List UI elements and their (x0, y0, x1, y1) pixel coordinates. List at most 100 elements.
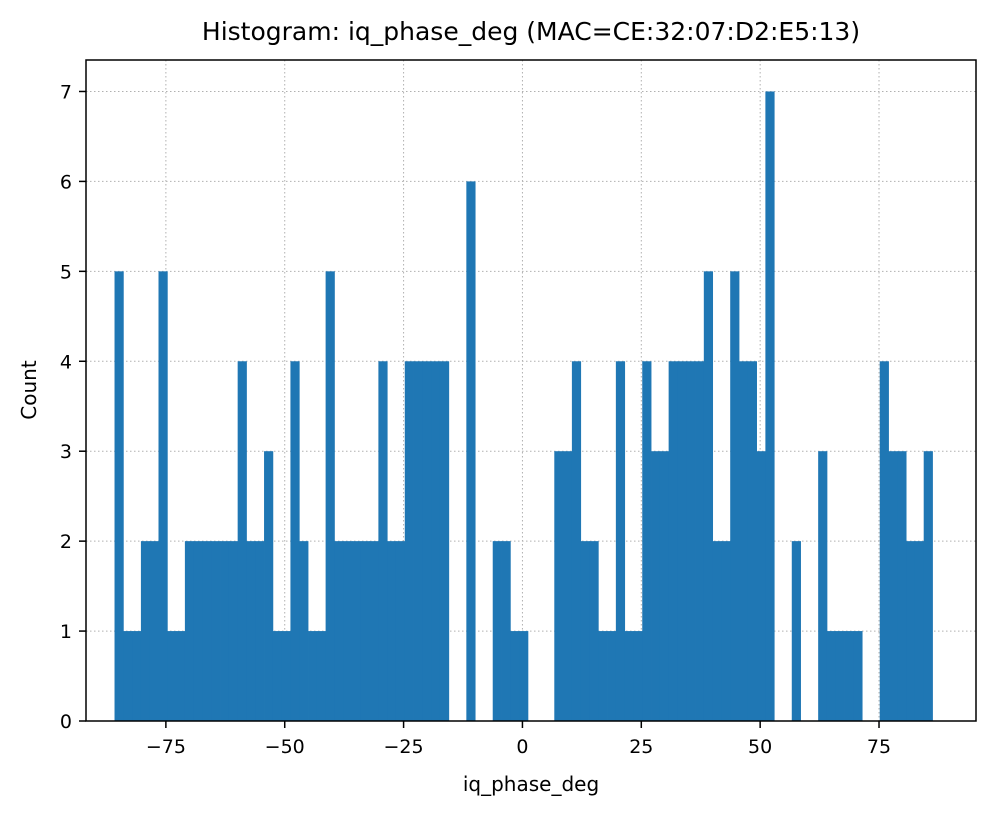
histogram-bar (642, 361, 652, 721)
histogram-bar (228, 541, 239, 721)
chart-title: Histogram: iq_phase_deg (MAC=CE:32:07:D2… (202, 17, 860, 46)
histogram-bar (580, 541, 590, 721)
histogram-bar (765, 91, 775, 721)
histogram-bar (422, 361, 432, 721)
y-tick-label: 0 (60, 711, 72, 733)
histogram-bars (114, 91, 933, 722)
y-tick-label: 7 (60, 81, 72, 103)
histogram-bar (193, 541, 203, 721)
histogram-bar (211, 541, 221, 721)
y-tick-label: 2 (60, 531, 72, 553)
histogram-bar (132, 631, 142, 721)
histogram-bar (378, 361, 388, 721)
histogram-bar (721, 541, 731, 721)
histogram-bar (272, 631, 283, 721)
histogram-bar (677, 361, 687, 721)
histogram-bar (492, 541, 502, 721)
histogram-bar (431, 361, 441, 721)
histogram-bar (624, 631, 634, 721)
histogram-bar (299, 541, 309, 721)
histogram-bar (712, 541, 722, 721)
histogram-bar (184, 541, 195, 721)
plot-frame (85, 59, 977, 722)
histogram-bar (343, 541, 353, 721)
histogram-bar (756, 451, 766, 721)
histogram-bar (571, 361, 582, 721)
x-tick-label: 75 (867, 736, 891, 758)
histogram-bar (220, 541, 230, 721)
histogram-bar (695, 361, 705, 721)
histogram-bar (176, 631, 186, 721)
histogram-bar (633, 631, 643, 721)
histogram-bar (466, 181, 476, 722)
histogram-bar (404, 361, 414, 721)
histogram-bar (607, 631, 617, 721)
histogram-bar (167, 631, 177, 721)
histogram-bar (237, 361, 247, 721)
histogram-bar (413, 361, 423, 721)
histogram-bar (818, 451, 828, 721)
histogram-bar (598, 631, 608, 721)
histogram-bar (651, 451, 661, 721)
histogram-bar (686, 361, 696, 721)
y-axis-label: Count (17, 360, 41, 420)
histogram-bar (519, 631, 529, 721)
y-tick-label: 5 (60, 261, 72, 283)
histogram-bar (791, 541, 801, 721)
histogram-bar (923, 451, 933, 721)
histogram-bar (387, 541, 397, 721)
histogram-bar (369, 541, 379, 721)
histogram-bar (888, 451, 898, 721)
histogram-bar (352, 541, 362, 721)
y-tick-label: 1 (60, 621, 72, 643)
histogram-bar (246, 541, 256, 721)
histogram-bar (510, 631, 520, 721)
histogram-bar (290, 361, 300, 721)
histogram-bar (738, 361, 749, 721)
x-tick-label: 25 (629, 736, 653, 758)
histogram-bar (140, 541, 151, 721)
histogram-bar (703, 271, 714, 721)
histogram-bar (255, 541, 265, 721)
x-tick-label: −75 (146, 736, 186, 758)
histogram-bar (563, 451, 573, 721)
histogram-bar (914, 541, 925, 721)
histogram-bar (615, 361, 626, 721)
histogram-bar (264, 451, 274, 721)
x-tick-label: −25 (384, 736, 424, 758)
histogram-bar (554, 451, 564, 721)
histogram-bar (308, 631, 318, 721)
histogram-bar (879, 361, 889, 721)
histogram-bar (316, 631, 327, 721)
histogram-bar (123, 631, 133, 721)
histogram-bar (114, 271, 124, 721)
histogram-bar (835, 631, 845, 721)
x-tick-label: 50 (748, 736, 772, 758)
y-tick-label: 3 (60, 441, 72, 463)
histogram-bar (906, 541, 916, 721)
histogram-bar (360, 541, 370, 721)
y-tick-label: 4 (60, 351, 72, 373)
axis-ticks: −75 −50 −25 0 25 50 75 0 1 2 3 4 5 6 7 (60, 81, 891, 758)
histogram-bar (897, 451, 907, 721)
histogram-bar (158, 271, 168, 721)
x-tick-label: 0 (516, 736, 528, 758)
histogram-bar (730, 271, 740, 721)
x-tick-label: −50 (265, 736, 305, 758)
histogram-bar (501, 541, 511, 721)
histogram-bar (589, 541, 599, 721)
histogram-bar (334, 541, 344, 721)
y-tick-label: 6 (60, 171, 72, 193)
histogram-bar (149, 541, 159, 721)
histogram-bar (395, 541, 406, 721)
histogram-bar (668, 361, 678, 721)
histogram-bar (853, 631, 863, 721)
x-axis-label: iq_phase_deg (463, 772, 599, 796)
histogram-bar (659, 451, 670, 721)
histogram-bar (281, 631, 291, 721)
histogram-bar (826, 631, 837, 721)
histogram-bar (325, 271, 335, 721)
histogram-bar (747, 361, 757, 721)
histogram-bar (439, 361, 450, 721)
